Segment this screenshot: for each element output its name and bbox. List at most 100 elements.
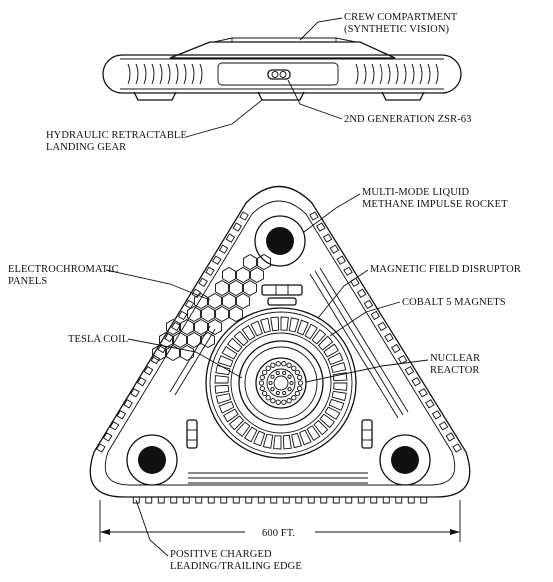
label-methane-rocket: METHANE IMPULSE ROCKET <box>362 199 508 210</box>
hull-louver <box>135 63 139 85</box>
edge-tick <box>177 310 188 321</box>
hull-louver <box>363 63 367 85</box>
cobalt-magnet-segment <box>311 328 327 345</box>
cobalt-magnet-segment <box>233 330 249 347</box>
reactor-dot <box>275 399 281 405</box>
label-landing-gear: LANDING GEAR <box>46 142 126 153</box>
reactor-dot <box>281 361 287 367</box>
side-view <box>102 37 462 101</box>
leader-zsr <box>287 79 343 120</box>
edge-tick <box>257 496 265 504</box>
reactor-inner-dot <box>270 387 275 392</box>
edge-tick <box>130 388 140 398</box>
edge-tick <box>143 365 154 376</box>
dimension-line <box>99 500 461 542</box>
edge-tick <box>218 244 229 254</box>
hull-louver <box>387 63 391 85</box>
hull-louver <box>191 63 195 85</box>
cobalt-magnet-segment <box>299 429 312 446</box>
tesla-coil <box>238 340 324 426</box>
edge-tick <box>425 399 435 409</box>
cobalt-magnet-segment <box>296 319 309 336</box>
edge-tick <box>336 255 346 265</box>
reactor-dot <box>261 390 268 397</box>
label-multi-mode-liquid: MULTI-MODE LIQUID <box>362 187 469 198</box>
electrochromatic-panel-cluster <box>152 253 271 362</box>
edge-tick <box>184 299 195 310</box>
edge-tick <box>438 421 449 431</box>
reactor-dot <box>275 361 281 367</box>
edge-tick <box>212 255 222 265</box>
hex-panel <box>194 318 208 336</box>
edge-tick <box>245 496 253 504</box>
leader-electro <box>105 269 211 301</box>
hull-louver <box>395 63 399 85</box>
hex-panel <box>166 318 180 336</box>
label-reactor: REACTOR <box>430 365 480 376</box>
reactor-dot <box>270 398 276 404</box>
cobalt-magnet-segment <box>243 426 258 443</box>
component-box-upper <box>261 284 303 306</box>
label-nuclear: NUCLEAR <box>430 353 480 364</box>
hull-louver <box>199 63 203 85</box>
canopy-top <box>213 37 357 43</box>
edge-tick <box>239 211 249 221</box>
hex-panel <box>229 305 243 323</box>
cobalt-magnet-segment <box>253 430 266 447</box>
cobalt-magnet-segment <box>304 323 319 340</box>
edge-tick <box>207 496 215 504</box>
cobalt-magnet-segment <box>323 343 340 358</box>
edge-tick <box>395 496 403 504</box>
edge-tick <box>225 233 236 243</box>
edge-tick <box>307 496 315 504</box>
edge-tick <box>96 443 106 453</box>
rocket-port-top <box>254 215 306 267</box>
cobalt-magnet-segment <box>306 425 321 442</box>
label-electrochromatic: ELECTROCHROMATIC <box>8 264 119 275</box>
edge-tick <box>205 266 215 276</box>
edge-tick <box>320 496 328 504</box>
label-panels: PANELS <box>8 276 47 287</box>
cobalt-magnet-segment <box>324 406 341 421</box>
cobalt-magnet-segment <box>262 433 274 449</box>
edge-tick <box>295 496 303 504</box>
reactor-dot <box>286 362 292 368</box>
landing-gear-center <box>257 91 305 101</box>
edge-tick <box>391 343 401 354</box>
zsr-63-unit <box>267 69 291 80</box>
crew-compartment-canopy <box>169 41 396 59</box>
reactor-dot <box>270 362 276 368</box>
cobalt-magnet-segment <box>330 362 347 373</box>
hex-panel <box>208 318 222 336</box>
reactor-dot <box>261 369 268 376</box>
right-side-rails <box>309 267 409 419</box>
hex-panel <box>215 279 229 297</box>
hex-panel <box>208 292 222 310</box>
reactor-dot <box>286 398 292 404</box>
leader-crew <box>299 17 343 41</box>
reactor-inner-dot <box>268 380 273 386</box>
reactor-core-dots <box>258 361 304 405</box>
edge-tick <box>356 288 367 299</box>
edge-tick <box>418 388 428 398</box>
edge-tick <box>309 211 319 221</box>
hull-louver <box>411 63 415 85</box>
reactor-inner-dot <box>282 370 287 376</box>
edge-tick <box>445 432 456 442</box>
reactor-inner-dot <box>282 390 287 396</box>
edge-tick <box>397 354 408 365</box>
edge-tick <box>282 496 290 504</box>
reactor-dot <box>291 395 297 401</box>
reactor-dot <box>259 374 265 381</box>
hull-louver <box>159 63 163 85</box>
hex-panel <box>187 305 201 323</box>
bottom-rails <box>188 472 368 484</box>
reactor-inner-dot <box>270 374 275 379</box>
hull-center-panel <box>217 62 339 86</box>
leader-rocket <box>303 193 361 233</box>
hex-panel <box>194 292 208 310</box>
leader-mfd <box>317 269 369 319</box>
nuclear-reactor <box>255 357 307 409</box>
cobalt-magnet-segment <box>214 384 230 394</box>
